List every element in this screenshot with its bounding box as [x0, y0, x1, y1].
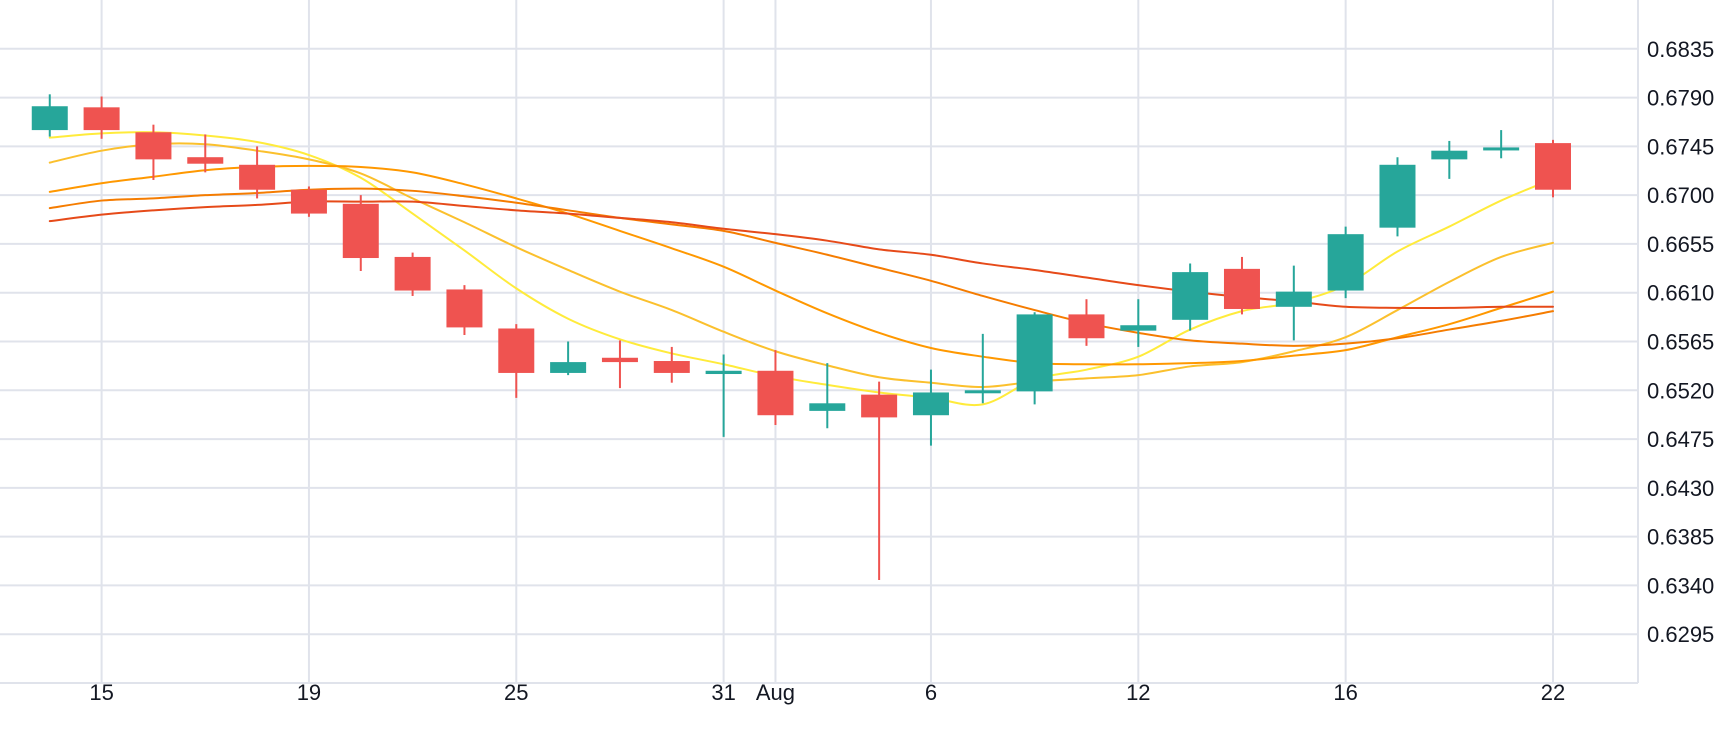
horizontal-gridlines	[0, 47, 1638, 636]
candle-body	[498, 328, 535, 373]
price-tick-label: 0.6340	[1647, 573, 1714, 598]
candle	[964, 333, 1001, 404]
time-tick-label: 22	[1541, 680, 1565, 705]
candle	[498, 324, 535, 398]
candle	[1379, 157, 1416, 237]
candle	[1431, 140, 1468, 179]
candle	[187, 134, 224, 173]
price-tick-label: 0.6610	[1647, 281, 1714, 306]
price-axis-labels: 0.6835 0.6790 0.6745 0.6700 0.6655 0.6610 0.65…	[1647, 37, 1714, 647]
candle	[1275, 265, 1312, 341]
moving-average-line-3	[48, 164, 1554, 366]
candle-body	[1431, 150, 1468, 160]
candle-body	[1172, 272, 1209, 320]
candle	[446, 285, 483, 335]
candle	[1483, 130, 1520, 159]
time-tick-label: Aug	[756, 680, 795, 705]
candle	[1327, 226, 1364, 299]
candle-body	[757, 370, 794, 416]
candle-body	[135, 132, 172, 160]
candle-body	[394, 256, 431, 291]
candle-body	[809, 403, 846, 411]
candle	[550, 341, 587, 376]
price-tick-label: 0.6655	[1647, 232, 1714, 257]
candle	[1172, 263, 1209, 331]
time-tick-label: 25	[504, 680, 528, 705]
candle	[342, 195, 379, 272]
price-tick-label: 0.6385	[1647, 525, 1714, 550]
time-tick-label: 12	[1126, 680, 1150, 705]
candle	[83, 96, 120, 139]
candle-body	[964, 390, 1001, 394]
candle-body	[446, 289, 483, 328]
candle-body	[1327, 234, 1364, 291]
price-tick-label: 0.6430	[1647, 476, 1714, 501]
moving-average-lines	[48, 131, 1554, 407]
moving-average-line-4	[48, 187, 1554, 347]
time-tick-label: 16	[1333, 680, 1357, 705]
moving-average-line-1	[48, 131, 1554, 407]
candle-body	[31, 106, 68, 131]
candle-body	[342, 203, 379, 259]
candle	[601, 340, 638, 389]
candle-body	[912, 392, 949, 416]
candle	[394, 252, 431, 296]
candle	[912, 369, 949, 446]
candle	[705, 354, 742, 437]
candle-body	[653, 361, 690, 373]
price-tick-label: 0.6790	[1647, 86, 1714, 111]
price-tick-label: 0.6520	[1647, 378, 1714, 403]
candle-body	[1068, 314, 1105, 339]
candle	[135, 124, 172, 180]
candle	[1534, 139, 1571, 198]
candle	[757, 350, 794, 425]
candle-body	[550, 362, 587, 373]
candles	[31, 94, 1571, 581]
moving-average-line-2	[48, 142, 1554, 389]
time-tick-label: 31	[711, 680, 735, 705]
price-tick-label: 0.6295	[1647, 622, 1714, 647]
candle-body	[1534, 143, 1571, 190]
candle-body	[861, 394, 898, 418]
time-tick-label: 15	[89, 680, 113, 705]
time-axis-labels: 15 19 25 31 Aug 6 12 16 22	[89, 680, 1565, 705]
candle	[1068, 299, 1105, 346]
candle	[861, 381, 898, 581]
candle	[31, 94, 68, 137]
candle-body	[239, 164, 276, 190]
candle-body	[290, 189, 327, 214]
candle	[1016, 312, 1053, 405]
candle-body	[1379, 164, 1416, 228]
price-tick-label: 0.6565	[1647, 330, 1714, 355]
candle-body	[1275, 291, 1312, 307]
candle-body	[705, 370, 742, 375]
axis-borders	[0, 0, 1639, 684]
candle-body	[1120, 325, 1157, 331]
candle-body	[601, 357, 638, 363]
candle-body	[1483, 147, 1520, 151]
price-tick-label: 0.6700	[1647, 183, 1714, 208]
candle-body	[187, 157, 224, 164]
candle-body	[1016, 314, 1053, 392]
candle-body	[83, 107, 120, 131]
price-tick-label: 0.6835	[1647, 37, 1714, 62]
candle	[1120, 299, 1157, 347]
candle	[290, 186, 327, 217]
candle	[239, 146, 276, 199]
price-tick-label: 0.6745	[1647, 134, 1714, 159]
candle-body	[1223, 268, 1260, 309]
price-tick-label: 0.6475	[1647, 427, 1714, 452]
candle	[809, 363, 846, 429]
candle	[1223, 256, 1260, 315]
candle	[653, 346, 690, 383]
time-tick-label: 19	[297, 680, 321, 705]
time-tick-label: 6	[925, 680, 937, 705]
